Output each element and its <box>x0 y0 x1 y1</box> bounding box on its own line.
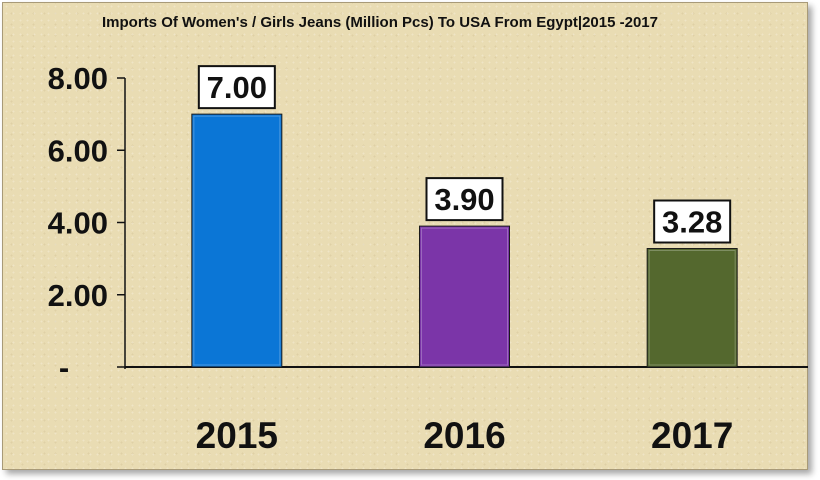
y-tick-label: 8.00 <box>48 61 108 96</box>
bar <box>646 248 738 368</box>
data-label: 3.90 <box>434 182 494 217</box>
bar <box>419 225 510 368</box>
bar-highlight <box>193 115 281 366</box>
y-tick-label: 4.00 <box>48 206 108 241</box>
chart-title: Imports Of Women's / Girls Jeans (Millio… <box>102 14 658 31</box>
bar-highlight <box>421 227 508 366</box>
x-tick-label: 2017 <box>651 415 733 456</box>
y-tick-label: 2.00 <box>48 278 108 313</box>
data-label: 3.28 <box>662 205 722 240</box>
bar <box>191 113 283 368</box>
y-tick-label: - <box>59 350 69 385</box>
bar-highlight <box>648 250 736 366</box>
data-label: 7.00 <box>207 70 267 105</box>
y-tick-label: 6.00 <box>48 133 108 168</box>
data-label-box <box>197 65 276 110</box>
data-label-box <box>425 177 504 222</box>
x-tick-label: 2016 <box>423 415 505 456</box>
x-tick-label: 2015 <box>196 415 278 456</box>
data-label-box <box>653 199 732 244</box>
